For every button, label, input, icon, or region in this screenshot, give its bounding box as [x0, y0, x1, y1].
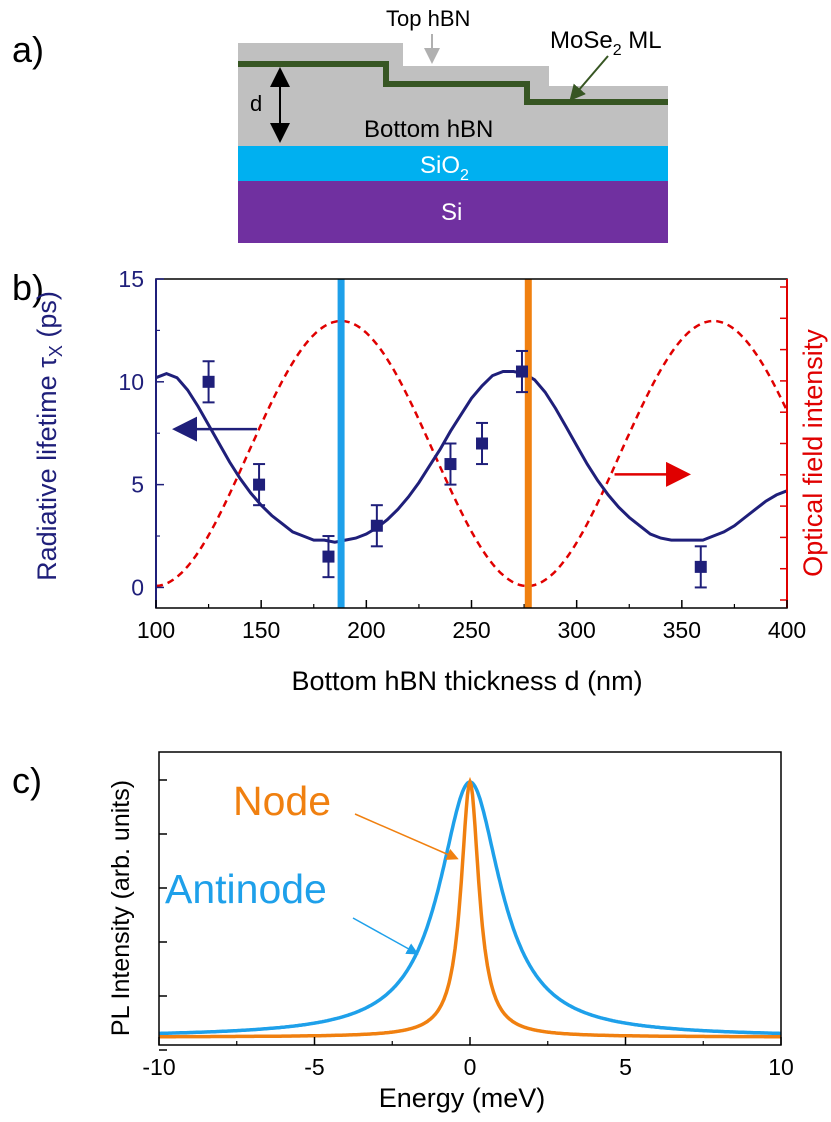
data-point: [322, 535, 335, 579]
data-point: [476, 421, 489, 466]
series-node-line: [159, 776, 781, 1039]
data-point: [202, 360, 215, 404]
y-tick-label: 10: [118, 369, 144, 395]
data-point: [515, 349, 528, 394]
data-point: [253, 463, 266, 507]
x-tick-label: 10: [768, 1054, 794, 1080]
b-y2label: Optical field intensity: [798, 329, 828, 577]
top-hbn-label: Top hBN: [386, 6, 470, 31]
square-marker: [515, 365, 528, 378]
y-tick-label: 0: [131, 574, 144, 600]
square-marker: [694, 560, 707, 573]
panel-b: b) 0 5 10 15 100 150 200 250 300 350 400 Bottom hB…: [12, 266, 828, 696]
si-layer: [238, 181, 668, 243]
sio2-layer: [238, 146, 668, 181]
square-marker: [322, 550, 335, 563]
x-tick-label: 200: [347, 617, 385, 643]
node-pointer: [354, 813, 459, 860]
x-tick-label: 150: [242, 617, 280, 643]
series-label-antinode: Antinode: [165, 866, 327, 912]
square-marker: [202, 375, 215, 388]
square-marker: [253, 478, 266, 491]
x-tick-label: 0: [464, 1054, 477, 1080]
panel-c: c) -10 -5 0 5 10 Energy (meV) PL Intensity (…: [12, 751, 794, 1113]
d-label: d: [250, 91, 262, 116]
data-point: [694, 545, 707, 589]
b-ylabel: Radiative lifetime τX (ps): [32, 291, 66, 581]
pl-spectrum-plot: -10 -5 0 5 10: [142, 751, 794, 1080]
x-tick-label: 100: [137, 617, 175, 643]
x-tick-label: 400: [768, 617, 806, 643]
panel-c-label: c): [12, 760, 42, 801]
data-point: [444, 442, 457, 486]
x-tick-label: 350: [663, 617, 701, 643]
panel-a: a) Top hBN MoSe2 ML d Bottom hBN SiO2 Si: [12, 6, 668, 243]
hbn-stack: [238, 43, 668, 146]
x-tick-label: -10: [142, 1054, 175, 1080]
panel-a-label: a): [12, 29, 44, 70]
y-tick-label: 15: [118, 266, 144, 292]
panel-b-label: b): [12, 267, 44, 308]
antinode-pointer: [352, 917, 419, 955]
x-tick-label: -5: [304, 1054, 324, 1080]
field-intensity-curve: [155, 319, 789, 588]
square-marker: [444, 458, 457, 471]
lifetime-model-curve: [155, 370, 788, 544]
c-ylabel: PL Intensity (arb. units): [107, 780, 135, 1036]
b-xlabel: Bottom hBN thickness d (nm): [291, 666, 642, 696]
x-tick-label: 300: [557, 617, 595, 643]
lifetime-plot: 0 5 10 15 100 150 200 250 300 350 400: [118, 266, 806, 643]
series-label-node: Node: [233, 778, 331, 824]
square-marker: [476, 437, 489, 450]
x-tick-label: 5: [619, 1054, 632, 1080]
bottom-hbn-label: Bottom hBN: [364, 116, 493, 143]
mose2-label: MoSe2 ML: [550, 27, 662, 59]
mose2-monolayer: [238, 61, 668, 105]
sio2-label: SiO2: [420, 152, 469, 184]
y-tick-label: 5: [131, 472, 144, 498]
si-label: Si: [441, 199, 462, 226]
square-marker: [370, 519, 383, 532]
c-xlabel: Energy (meV): [379, 1083, 546, 1113]
plot-frame: [155, 278, 788, 609]
data-point: [370, 504, 383, 548]
mose2-arrow: [569, 55, 609, 102]
x-tick-label: 250: [452, 617, 490, 643]
